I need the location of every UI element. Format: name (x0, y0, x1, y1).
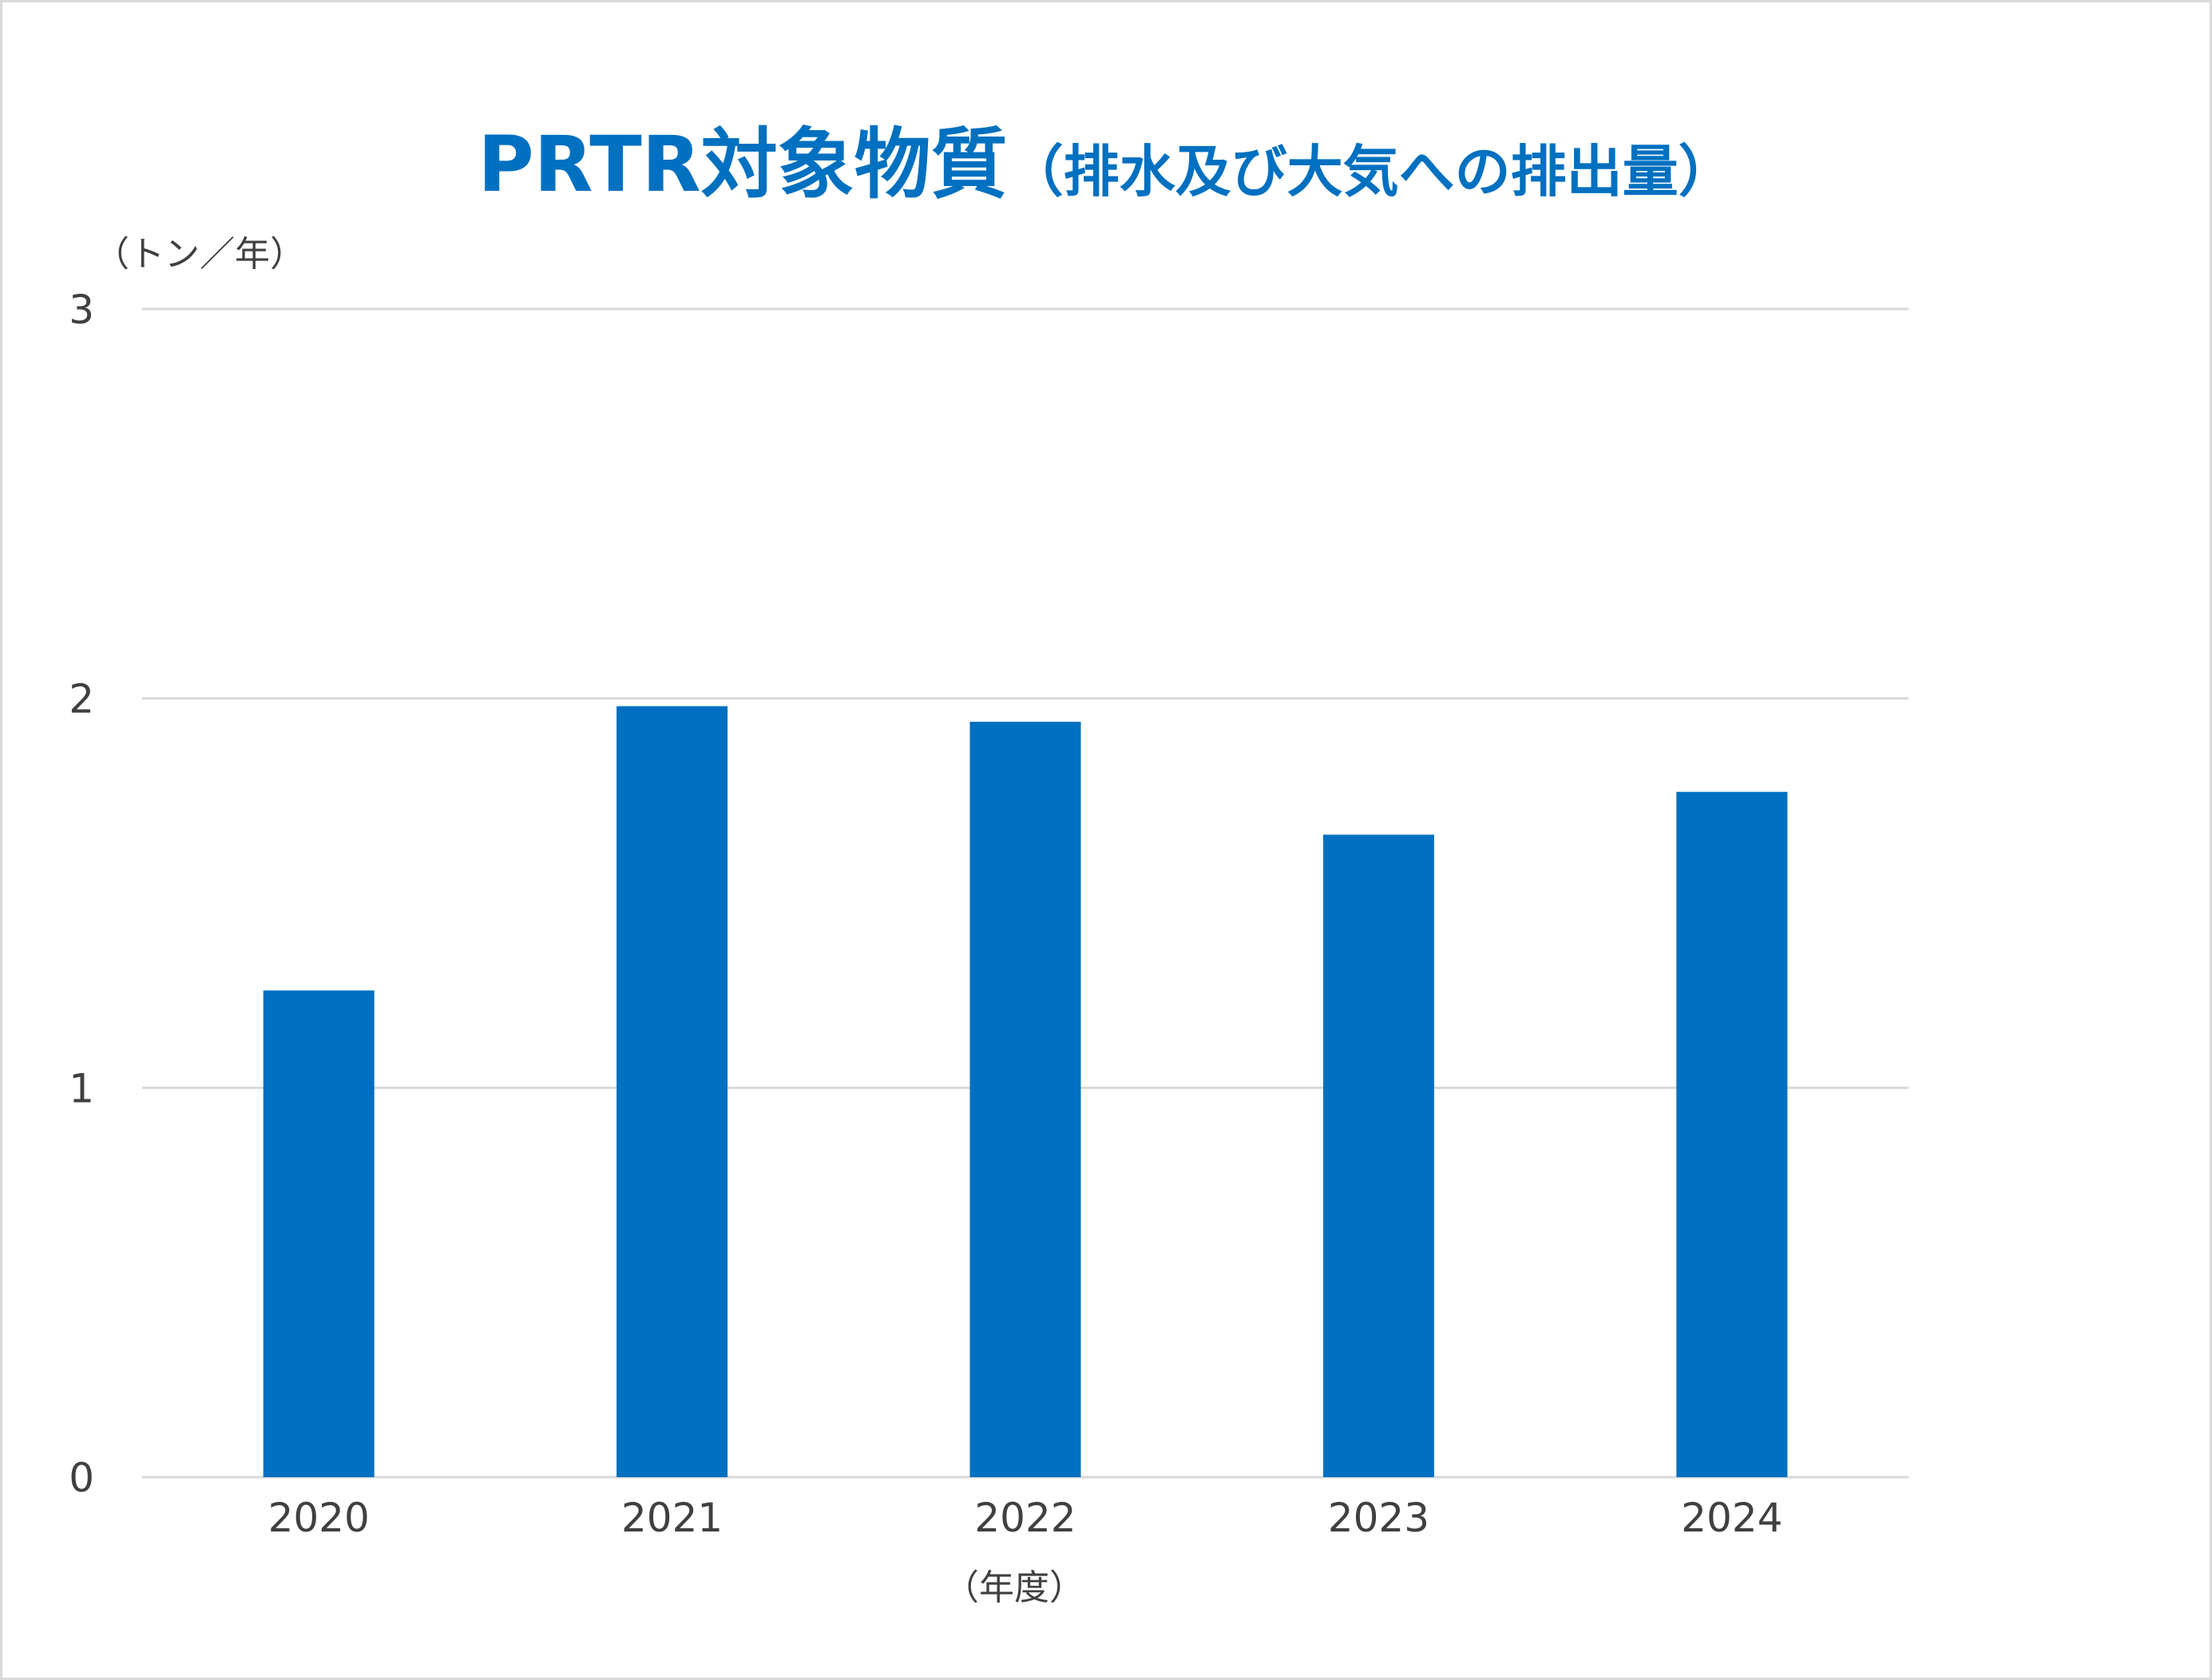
x-tick-label: 2021 (621, 1495, 723, 1541)
bar-2021 (616, 706, 728, 1477)
y-tick-label: 3 (69, 287, 94, 333)
x-tick-label: 2024 (1681, 1495, 1782, 1541)
x-tick-label: 2022 (974, 1495, 1076, 1541)
bar-2023 (1322, 834, 1434, 1477)
bars (263, 706, 1788, 1477)
y-tick-label: 1 (69, 1065, 94, 1111)
y-tick-label: 2 (69, 676, 94, 723)
chart-title-main: PRTR対象物質 (478, 120, 1008, 209)
bar-2022 (969, 721, 1081, 1477)
x-axis-ticks: 2020 2021 2022 2023 2024 (268, 1495, 1783, 1541)
bar-2020 (263, 990, 375, 1477)
y-axis-unit-label: （トン／年） (94, 234, 305, 275)
chart-subtitle: （排水及び大気への排出量） (1007, 139, 1734, 204)
y-tick-label: 0 (69, 1455, 94, 1501)
y-axis-ticks: 0 1 2 3 (69, 287, 94, 1501)
x-axis-title: （年度） (944, 1567, 1084, 1608)
chart-title: PRTR対象物質（排水及び大気への排出量） (0, 102, 2212, 213)
x-tick-label: 2023 (1328, 1495, 1429, 1541)
bar-2024 (1676, 791, 1788, 1477)
x-tick-label: 2020 (268, 1495, 370, 1541)
